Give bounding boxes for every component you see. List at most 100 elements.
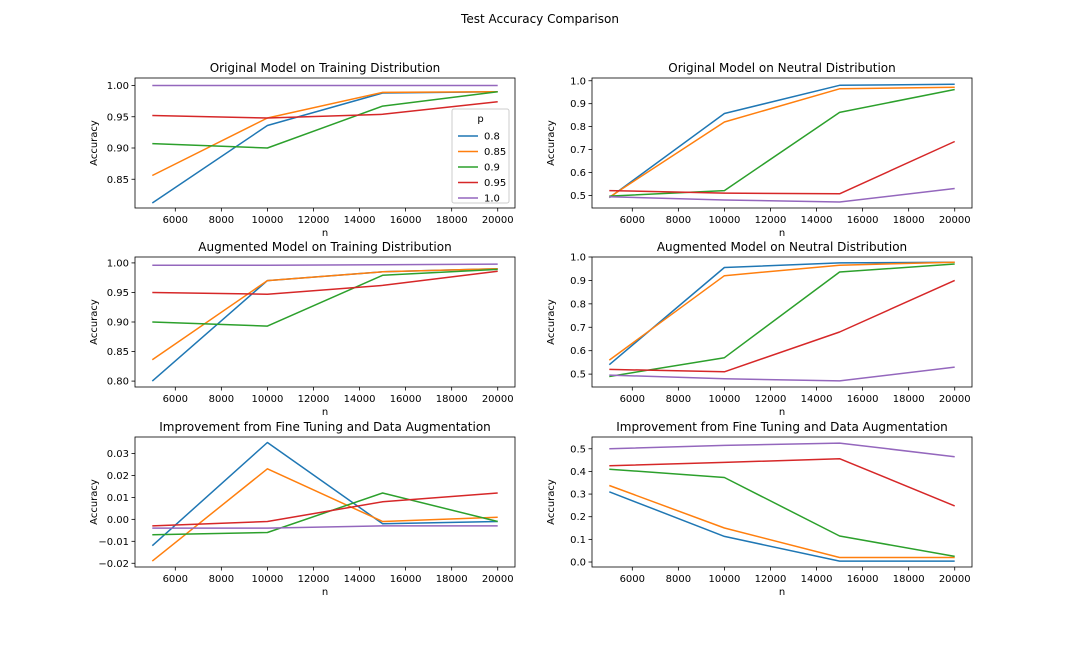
series-line-p-0.95 (609, 457, 955, 507)
subplot-3: Augmented Model on Training Distribution… (89, 240, 516, 418)
x-tick-label: 18000 (893, 394, 925, 405)
series-line-p-0.85 (608, 261, 955, 361)
subplot-6: Improvement from Fine Tuning and Data Au… (546, 420, 973, 598)
y-tick-label: 0.7 (570, 323, 586, 334)
x-tick-label: 12000 (298, 394, 330, 405)
y-tick-label: 0.3 (570, 490, 586, 501)
series-line-p-0.8 (608, 261, 955, 366)
y-axis-label: Accuracy (546, 479, 557, 525)
legend-entry-label: 0.95 (484, 178, 506, 189)
axes-frame (134, 77, 516, 209)
subplot-title: Augmented Model on Training Distribution (198, 240, 451, 254)
y-tick-label: 0.7 (570, 145, 586, 156)
series-line-p-0.9 (609, 468, 955, 558)
x-tick-label: 6000 (620, 215, 645, 226)
x-tick-label: 6000 (163, 574, 188, 585)
x-tick-label: 16000 (390, 215, 422, 226)
subplot-2: Original Model on Neutral Distribution 60… (546, 61, 973, 239)
y-tick-label: 0.1 (570, 535, 586, 546)
series-line-p-0.85 (608, 86, 955, 198)
subplot-5: Improvement from Fine Tuning and Data Au… (89, 420, 516, 598)
subplot-title: Original Model on Training Distribution (210, 61, 441, 75)
x-tick-label: 14000 (344, 215, 376, 226)
series-line-p-0.8 (151, 441, 498, 547)
x-tick-label: 12000 (298, 215, 330, 226)
subplot-4: Augmented Model on Neutral Distribution 6… (546, 240, 973, 418)
legend-entry-label: 0.85 (484, 147, 506, 158)
y-tick-label: 0.02 (107, 471, 129, 482)
y-axis-label: Accuracy (546, 120, 557, 166)
legend-box (451, 108, 510, 204)
x-tick-label: 10000 (252, 574, 284, 585)
y-tick-label: 0.8 (570, 122, 586, 133)
series-line-p-0.95 (152, 101, 498, 119)
x-tick-label: 10000 (252, 215, 284, 226)
y-tick-label: −0.01 (98, 537, 129, 548)
x-tick-label: 10000 (709, 574, 741, 585)
y-axis-label: Accuracy (89, 299, 100, 345)
y-axis-label: Accuracy (546, 299, 557, 345)
series-line-p-0.8 (151, 91, 498, 204)
series-line-p-0.9 (152, 492, 498, 536)
series-line-p-1.0 (609, 442, 955, 458)
y-axis-label: Accuracy (89, 120, 100, 166)
axes-frame (591, 256, 973, 388)
x-tick-label: 10000 (709, 215, 741, 226)
y-tick-label: 0.6 (570, 168, 586, 179)
x-tick-label: 20000 (482, 215, 514, 226)
y-tick-label: 0.4 (570, 467, 586, 478)
legend-entry-label: 0.9 (484, 163, 500, 174)
x-tick-label: 18000 (436, 394, 468, 405)
series-line-p-0.95 (152, 270, 498, 295)
series-line-p-1.0 (609, 366, 955, 382)
axes-frame (591, 436, 973, 568)
subplot-1: Original Model on Training Distribution 6… (89, 61, 516, 239)
x-tick-label: 16000 (847, 394, 879, 405)
x-tick-label: 6000 (620, 574, 645, 585)
x-tick-label: 16000 (847, 215, 879, 226)
series-line-p-0.9 (609, 263, 955, 378)
y-tick-label: 1.0 (570, 253, 586, 264)
y-tick-label: 0.90 (107, 144, 129, 155)
x-tick-label: 10000 (252, 394, 284, 405)
series-line-p-0.9 (152, 268, 498, 327)
x-tick-label: 8000 (666, 394, 691, 405)
series-line-p-1.0 (152, 525, 498, 529)
series-line-p-0.8 (608, 83, 955, 199)
legend-entry-label: 1.0 (484, 194, 500, 205)
x-tick-label: 16000 (847, 574, 879, 585)
legend-entry-label: 0.8 (484, 132, 500, 143)
y-tick-label: 0.03 (107, 449, 129, 460)
series-line-p-0.9 (152, 91, 498, 149)
x-tick-label: 18000 (436, 574, 468, 585)
x-tick-label: 6000 (163, 394, 188, 405)
x-tick-label: 20000 (939, 394, 971, 405)
series-line-p-0.85 (151, 91, 498, 177)
subplots-grid: Original Model on Training Distribution 6… (89, 61, 973, 598)
series-line-p-1.0 (152, 263, 498, 267)
y-tick-label: 0.90 (107, 318, 129, 329)
x-axis-label: n (322, 407, 328, 418)
y-tick-label: 0.5 (570, 444, 586, 455)
x-tick-label: 8000 (666, 215, 691, 226)
x-tick-label: 16000 (390, 394, 422, 405)
x-tick-label: 8000 (209, 574, 234, 585)
y-tick-label: 0.5 (570, 370, 586, 381)
x-tick-label: 10000 (709, 394, 741, 405)
series-line-p-0.8 (609, 491, 955, 562)
x-tick-label: 18000 (893, 574, 925, 585)
x-tick-label: 8000 (666, 574, 691, 585)
y-tick-label: 1.0 (570, 76, 586, 87)
x-axis-label: n (779, 228, 785, 239)
subplot-title: Improvement from Fine Tuning and Data Au… (616, 420, 948, 434)
y-tick-label: 0.8 (570, 299, 586, 310)
x-tick-label: 12000 (755, 394, 787, 405)
y-tick-label: 0.9 (570, 276, 586, 287)
y-tick-label: 0.0 (570, 558, 586, 569)
x-tick-label: 12000 (755, 574, 787, 585)
series-line-p-0.9 (609, 88, 955, 197)
x-tick-label: 12000 (298, 574, 330, 585)
x-tick-label: 12000 (755, 215, 787, 226)
x-tick-label: 6000 (620, 394, 645, 405)
y-tick-label: 0.00 (107, 515, 129, 526)
